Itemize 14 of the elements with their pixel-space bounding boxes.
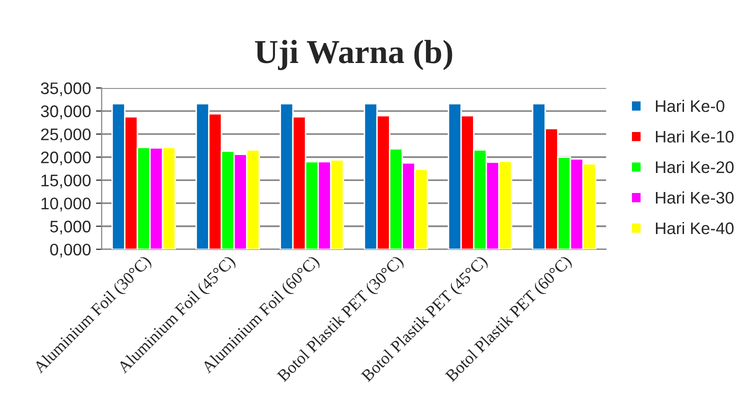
legend-label: Hari Ke-0: [656, 100, 724, 112]
y-tick-label: 10,000: [42, 198, 91, 212]
legend-label: Hari Ke-20: [656, 160, 734, 174]
legend-label: Hari Ke-10: [656, 130, 734, 143]
y-tick-label: 5,000: [50, 220, 91, 234]
y-tick-label: 15,000: [42, 174, 91, 188]
y-tick-label: 35,000: [40, 82, 91, 96]
y-tick-label: 25,000: [41, 128, 91, 142]
y-tick-label: 20,000: [41, 152, 91, 166]
legend-label: Hari Ke-40: [656, 222, 734, 234]
legend-label: Hari Ke-30: [656, 191, 734, 204]
y-tick-label: 0,000: [50, 244, 91, 258]
chart-title: Uji Warna (b): [255, 40, 452, 70]
y-tick-label: 30,000: [40, 105, 91, 120]
